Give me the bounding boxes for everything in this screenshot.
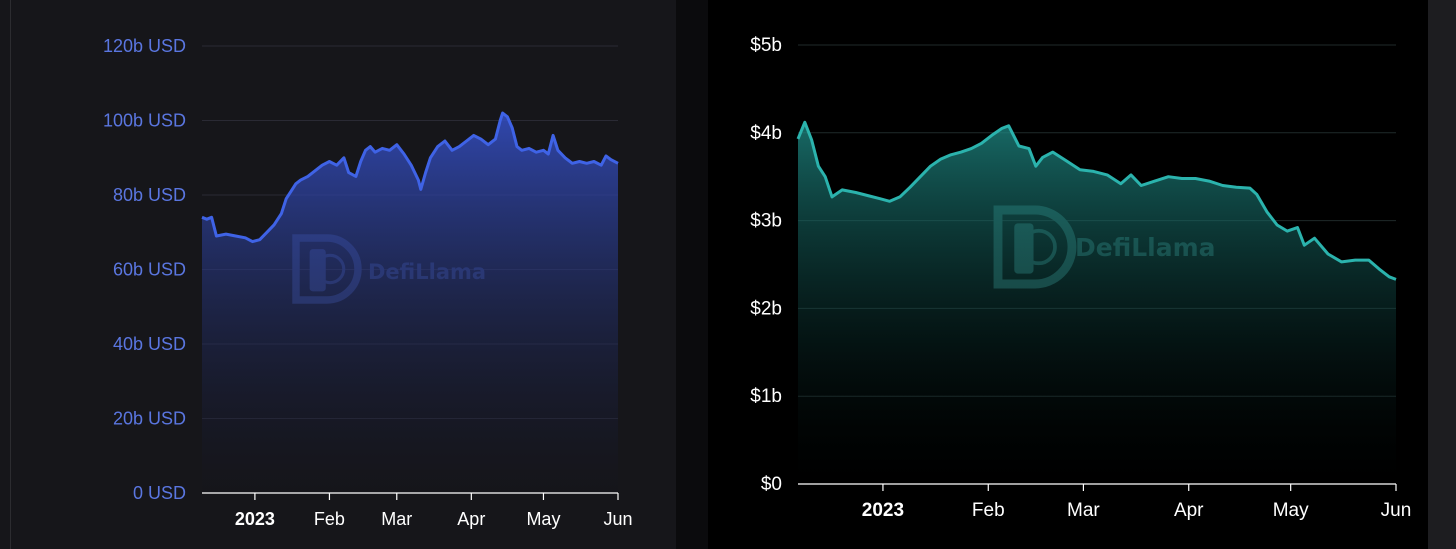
y-tick-label: $2b <box>750 298 782 319</box>
y-tick-label: 0 USD <box>133 483 186 503</box>
tvl-area-chart: 0 USD 20b USD 40b USD 60b USD 80b USD 100b US… <box>103 36 633 529</box>
x-tick-label: 2023 <box>862 500 904 521</box>
x-tick-label: May <box>526 509 560 529</box>
y-tick-label: $3b <box>750 211 782 232</box>
x-tick-label: Mar <box>1067 500 1100 521</box>
x-tick-label: Jun <box>1381 500 1412 521</box>
x-tick-label: 2023 <box>235 509 275 529</box>
series-line <box>796 120 1397 281</box>
y-tick-label: $1b <box>750 386 782 407</box>
series-area-fill <box>202 113 618 493</box>
series-line <box>201 111 619 244</box>
y-tick-label: $0 <box>761 474 782 495</box>
x-tick-label: Feb <box>314 509 345 529</box>
y-tick-label: 80b USD <box>113 185 186 205</box>
x-tick-label: May <box>1273 500 1309 521</box>
panel-divider <box>10 0 11 549</box>
series-area-fill <box>798 122 1396 485</box>
x-tick-label: Apr <box>457 509 485 529</box>
y-tick-label: 60b USD <box>113 260 186 280</box>
panel-gap <box>676 0 708 549</box>
y-tick-label: $4b <box>750 123 782 144</box>
tvl-chart-panel: 0 USD 20b USD 40b USD 60b USD 80b USD 100b US… <box>0 0 676 549</box>
stablecoin-chart-panel: $0$1b$2b$3b$4b$5bDefiLlama2023FebMarAprM… <box>708 0 1428 549</box>
x-tick-label: Apr <box>1174 500 1204 521</box>
x-tick-label: Mar <box>381 509 412 529</box>
y-tick-label: 20b USD <box>113 409 186 429</box>
y-tick-label: 120b USD <box>103 36 186 56</box>
x-tick-label: Feb <box>972 500 1005 521</box>
y-tick-label: $5b <box>750 35 782 56</box>
y-tick-label: 40b USD <box>113 334 186 354</box>
x-tick-label: Jun <box>603 509 632 529</box>
mcap-area-chart: $0$1b$2b$3b$4b$5bDefiLlama2023FebMarAprM… <box>750 35 1412 521</box>
y-tick-label: 100b USD <box>103 111 186 131</box>
window-edge <box>1428 0 1456 549</box>
